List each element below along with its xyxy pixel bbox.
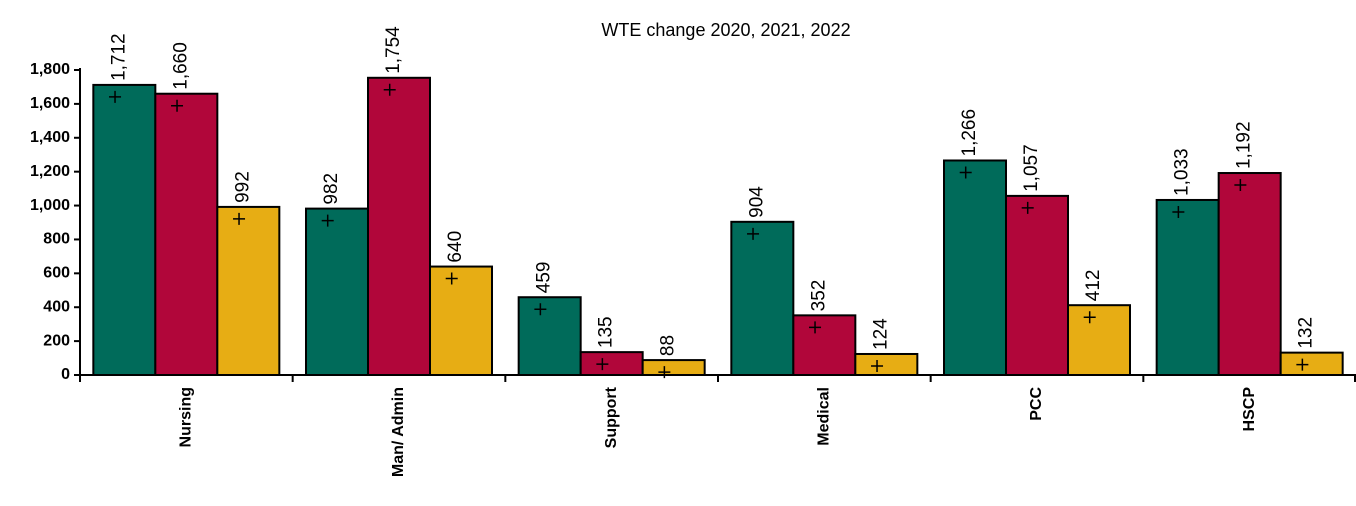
- bar-support-s3: [641, 359, 706, 377]
- data-label: 352: [808, 280, 829, 312]
- data-label: 992: [232, 171, 253, 203]
- x-tick-label: Support: [603, 386, 620, 448]
- data-label: 1,660: [170, 42, 191, 90]
- bar-marker: [596, 358, 609, 371]
- bar-hscp-s3: [1279, 351, 1344, 376]
- bar-medical-s1: [730, 220, 795, 376]
- data-label: 459: [534, 262, 555, 294]
- bar-hscp-s2: [1217, 172, 1282, 376]
- bars-group: 1,712 982 459 904 1,266 1,033 1,660 1,754 135 352…: [92, 26, 1344, 379]
- bar-support-s2: [579, 351, 644, 376]
- bar-nursing-s1: [92, 83, 157, 377]
- x-tick-label: PCC: [1028, 387, 1045, 421]
- bar-medical-s3: [854, 352, 919, 377]
- y-tick-label: 600: [43, 265, 70, 282]
- bar-pcc-s2: [1005, 194, 1069, 376]
- data-label: 982: [321, 173, 342, 205]
- data-label: 132: [1296, 317, 1317, 349]
- x-axis: Nursing Man/ Admin Support Medical PCC HSCP: [79, 374, 1356, 477]
- x-tick-label: Medical: [816, 387, 833, 446]
- bar-man-admin-s1: [305, 207, 369, 376]
- bar-hscp-s1: [1155, 198, 1220, 376]
- y-tick-label: 1,800: [30, 61, 70, 78]
- bar-marker: [534, 303, 547, 316]
- bar-marker: [171, 99, 184, 112]
- bar-marker: [321, 214, 334, 227]
- bar-marker: [383, 83, 396, 96]
- y-tick-label: 400: [43, 298, 70, 315]
- x-tick-label: Man/ Admin: [390, 387, 407, 477]
- data-label: 1,266: [959, 109, 980, 157]
- data-label: 1,754: [383, 26, 404, 74]
- data-label: 135: [596, 316, 617, 348]
- bar-marker: [1172, 205, 1185, 218]
- bar-marker: [1083, 311, 1096, 324]
- y-tick-label: 1,600: [30, 95, 70, 112]
- bar-marker: [233, 212, 246, 225]
- data-label: 412: [1083, 269, 1104, 301]
- x-tick-label: Nursing: [178, 387, 195, 447]
- data-label: 640: [445, 231, 466, 263]
- data-label: 904: [746, 186, 767, 218]
- bar-marker: [109, 90, 122, 103]
- chart-title: WTE change 2020, 2021, 2022: [601, 20, 850, 40]
- y-tick-label: 1,000: [30, 197, 70, 214]
- y-tick-label: 200: [43, 332, 70, 349]
- bar-marker: [658, 366, 671, 379]
- y-tick-label: 1,400: [30, 129, 70, 146]
- y-tick-label: 0: [61, 366, 70, 383]
- bar-nursing-s2: [154, 92, 219, 376]
- bar-marker: [1234, 179, 1247, 192]
- bar-marker: [871, 359, 884, 372]
- bar-man-admin-s2: [367, 76, 431, 377]
- bar-medical-s2: [792, 314, 857, 377]
- data-label: 124: [870, 318, 891, 350]
- y-axis: 0 200 400 600 800 1,000 1,200 1,400 1,600 1,800: [30, 61, 81, 383]
- bar-man-admin-s3: [429, 265, 493, 376]
- y-tick-label: 1,200: [30, 163, 70, 180]
- bar-pcc-s1: [943, 159, 1007, 376]
- x-tick-label: HSCP: [1241, 387, 1258, 432]
- data-label: 1,192: [1234, 121, 1255, 169]
- y-tick-label: 800: [43, 231, 70, 248]
- bar-marker: [959, 166, 972, 179]
- bar-support-s1: [517, 296, 582, 377]
- bar-marker: [809, 321, 822, 334]
- bar-marker: [747, 227, 760, 240]
- data-label: 1,057: [1021, 144, 1042, 192]
- data-label: 1,712: [108, 33, 129, 81]
- data-label: 88: [658, 335, 679, 356]
- bar-marker: [1021, 201, 1034, 214]
- bar-marker: [1296, 358, 1309, 371]
- bar-nursing-s3: [216, 205, 281, 376]
- bar-marker: [445, 272, 458, 285]
- data-label: 1,033: [1172, 148, 1193, 196]
- bar-pcc-s3: [1067, 304, 1131, 377]
